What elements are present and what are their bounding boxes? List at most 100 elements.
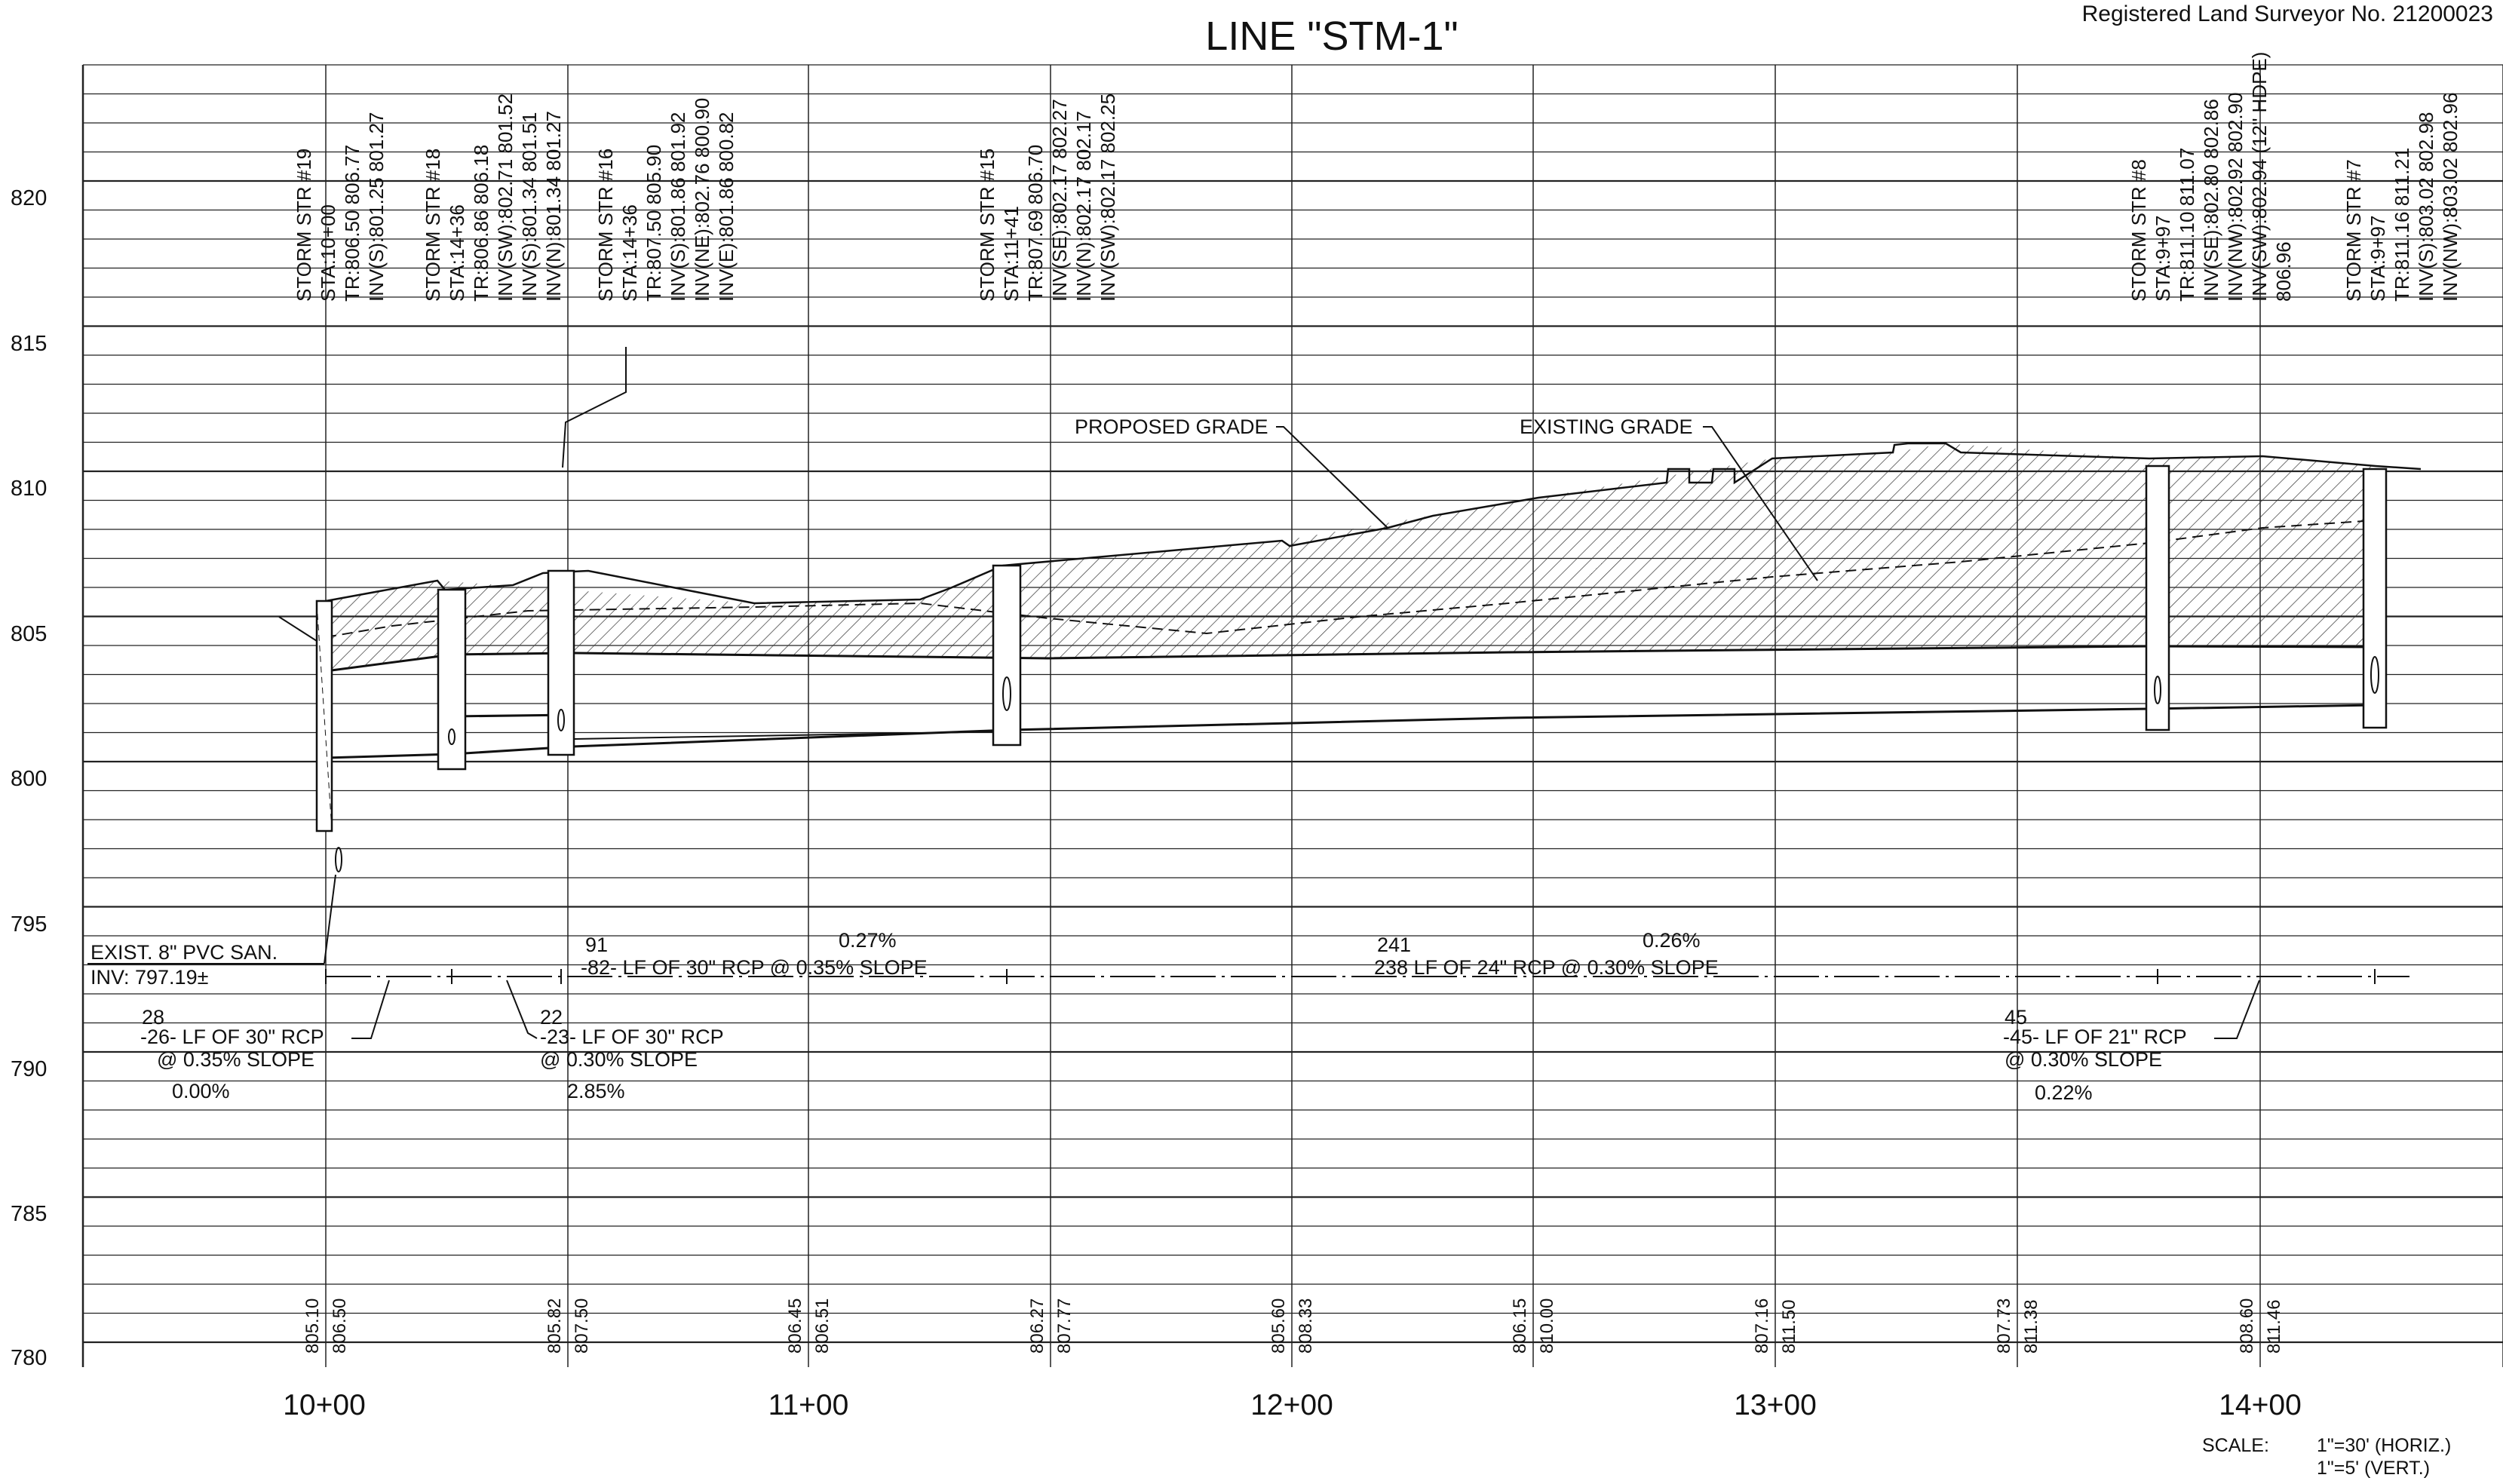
pipe-length-label: -23- LF OF 30" RCP <box>540 1026 724 1048</box>
scale-horizontal: 1"=30' (HORIZ.) <box>2317 1435 2451 1456</box>
proposed-grade-reading: 811.50 <box>1779 1299 1799 1354</box>
pipe-length-label: -45- LF OF 21" RCP <box>2003 1026 2187 1048</box>
pipe-new-length: 91 <box>585 934 608 956</box>
structure-callout-line: STA:9+97 <box>2152 216 2174 302</box>
station-label: 12+00 <box>1250 1389 1333 1421</box>
pipe-opening-symbol <box>2154 676 2161 704</box>
structure-callout-line: INV(N):802.17 802.17 <box>1072 111 1095 302</box>
structure-callout-line: STA:14+36 <box>446 204 468 302</box>
pipe-new-length: 22 <box>540 1006 563 1029</box>
pipe-opening-symbol <box>448 728 456 745</box>
proposed-grade-reading: 810.00 <box>1537 1298 1557 1354</box>
sanitary-callout: EXIST. 8" PVC SAN. INV: 797.19± <box>87 874 336 989</box>
storm-structure-8 <box>2145 465 2170 731</box>
elevation-label: 790 <box>11 1057 47 1081</box>
pipe-slope-label: @ 0.35% SLOPE <box>157 1048 314 1071</box>
structure-callout-line: TR:807.69 806.70 <box>1024 145 1047 302</box>
storm-structure-19 <box>278 599 342 872</box>
proposed-grade-label: PROPOSED GRADE <box>1075 415 1268 438</box>
structure-callout-line: STA:9+97 <box>2367 216 2389 302</box>
pipe-dimension-strip <box>325 969 2409 984</box>
station-axis: 10+00 11+00 12+00 13+00 14+00 <box>283 1389 2302 1421</box>
leader-line <box>351 980 390 1039</box>
structure-box <box>437 588 467 771</box>
structure-callout-line: TR:806.50 806.77 <box>341 145 363 302</box>
station-label: 14+00 <box>2219 1389 2302 1421</box>
existing-grade-reading: 805.60 <box>1268 1298 1289 1354</box>
pipe-new-slope: 0.27% <box>839 929 897 952</box>
station-label: 10+00 <box>283 1389 366 1421</box>
structure-callout-line: TR:811.10 811.07 <box>2176 148 2198 302</box>
structure-callout-line: INV(E):801.86 800.82 <box>715 112 738 302</box>
elevation-label: 785 <box>11 1202 47 1226</box>
pipe-label-2: 22 -23- LF OF 30" RCP @ 0.30% SLOPE 2.85… <box>506 980 724 1102</box>
sanitary-label-line2: INV: 797.19± <box>90 966 208 989</box>
structure-callout-line: INV(NW):802.92 802.90 <box>2224 93 2247 302</box>
pipe-new-slope: 2.85% <box>567 1080 625 1102</box>
proposed-grade-reading: 811.38 <box>2021 1299 2041 1354</box>
structure-callout-line: STA:10+00 <box>317 204 339 302</box>
cut-fill-hatch <box>326 443 2376 671</box>
structure-callout-line: INV(S):801.34 801.51 <box>518 112 541 302</box>
pipe-new-slope: 0.26% <box>1643 929 1701 952</box>
proposed-grade-reading: 807.50 <box>572 1298 592 1354</box>
elevation-label: 795 <box>11 912 47 937</box>
existing-grade-reading: 805.82 <box>544 1298 565 1354</box>
leader-line <box>506 980 538 1039</box>
existing-grade-reading: 808.60 <box>2237 1298 2257 1354</box>
existing-grade-reading: 807.16 <box>1752 1298 1772 1354</box>
sanitary-pipe-symbol <box>335 847 342 872</box>
leader-line <box>1276 426 1388 529</box>
pipe-length-label: -82- LF OF 30" RCP @ 0.35% SLOPE <box>581 956 928 979</box>
structure-callout-line: INV(SW):802.17 802.25 <box>1097 94 1119 302</box>
structure-callout-line: STORM STR #19 <box>293 149 315 302</box>
pipe-new-length: 28 <box>142 1006 164 1029</box>
scale-vertical: 1"=5' (VERT.) <box>2317 1458 2430 1479</box>
pipe-opening-symbol <box>2370 656 2379 694</box>
proposed-grade-reading: 808.33 <box>1296 1298 1316 1354</box>
elevation-label: 810 <box>11 477 47 501</box>
storm-structure-18 <box>437 588 467 771</box>
structure-callout-line: INV(SW):802.94 (12" HDPE) <box>2248 52 2271 302</box>
pipe-opening-symbol <box>1002 676 1011 711</box>
leader-line <box>2214 980 2260 1039</box>
pipe-new-length: 45 <box>2005 1006 2027 1029</box>
storm-structure-15 <box>992 564 1022 747</box>
elevation-label: 815 <box>11 332 47 356</box>
pipe-label-1: 28 -26- LF OF 30" RCP @ 0.35% SLOPE 0.00… <box>140 980 390 1102</box>
pipe-label-5: 45 -45- LF OF 21" RCP @ 0.30% SLOPE 0.22… <box>2003 980 2260 1104</box>
proposed-grade-reading: 806.51 <box>812 1298 833 1354</box>
proposed-grade-reading: 807.77 <box>1054 1298 1075 1354</box>
structure-callout-line: INV(N):801.34 801.27 <box>542 111 565 302</box>
pipe-new-length: 241 <box>1377 934 1411 956</box>
sanitary-label-line1: EXIST. 8" PVC SAN. <box>90 941 278 964</box>
pipe-segment-line <box>572 731 1011 740</box>
station-label: 11+00 <box>768 1389 849 1421</box>
surveyor-registration: Registered Land Surveyor No. 21200023 <box>2082 2 2493 26</box>
pipe-new-slope: 0.22% <box>2035 1081 2093 1104</box>
structure-callout-line: STORM STR #18 <box>422 149 444 302</box>
structure-callout-line: INV(S):803.02 802.98 <box>2415 112 2437 302</box>
pipe-length-label: -26- LF OF 30" RCP <box>140 1026 324 1048</box>
leader-line <box>562 347 627 468</box>
structure-callout-line: STORM STR #15 <box>976 149 998 302</box>
structure-callout-line: INV(NW):803.02 802.96 <box>2439 93 2462 302</box>
pipe-label-4: 241 0.26% 238 LF OF 24" RCP @ 0.30% SLOP… <box>1374 929 1719 979</box>
pipe-slope-label: @ 0.30% SLOPE <box>540 1048 698 1071</box>
structure-callout-line: TR:811.16 811.21 <box>2391 148 2413 302</box>
existing-grade-reading: 806.15 <box>1510 1298 1530 1354</box>
storm-structure-7 <box>2362 468 2388 729</box>
structure-callout-line: TR:807.50 805.90 <box>643 145 665 302</box>
proposed-grade-line <box>325 442 2422 605</box>
proposed-grade-reading: 811.46 <box>2264 1299 2284 1354</box>
structure-callout-line: INV(SE):802.17 802.27 <box>1048 99 1071 302</box>
pipe-slope-label: @ 0.30% SLOPE <box>2005 1048 2162 1071</box>
pipe-length-label: 238 LF OF 24" RCP @ 0.30% SLOPE <box>1374 956 1719 979</box>
structure-callout-line: INV(SE):802.80 802.86 <box>2200 99 2222 302</box>
structure-callout-line: STORM STR #8 <box>2127 159 2150 302</box>
structure-box <box>547 569 575 756</box>
structure-callout-line: INV(S):801.86 801.92 <box>667 112 689 302</box>
elevation-label: 800 <box>11 767 47 791</box>
structure-callout-line: INV(S):801.25 801.27 <box>365 112 388 302</box>
